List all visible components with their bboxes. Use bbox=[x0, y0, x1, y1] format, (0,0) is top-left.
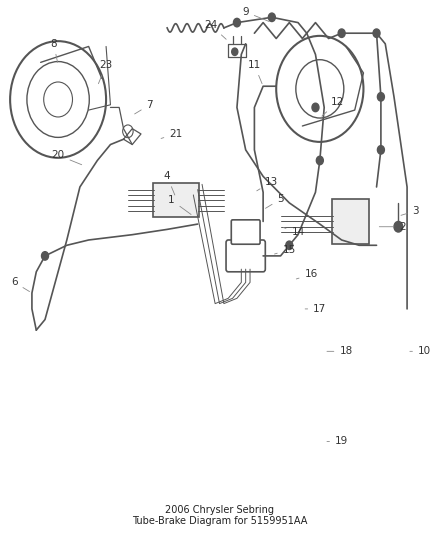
Text: 6: 6 bbox=[11, 277, 29, 292]
Text: 1: 1 bbox=[168, 195, 191, 214]
Circle shape bbox=[231, 48, 237, 55]
Circle shape bbox=[337, 29, 344, 37]
Circle shape bbox=[311, 103, 318, 112]
Text: 11: 11 bbox=[247, 60, 261, 84]
Circle shape bbox=[285, 241, 292, 249]
FancyBboxPatch shape bbox=[226, 240, 265, 272]
Text: 14: 14 bbox=[283, 227, 304, 237]
Text: 2006 Chrysler Sebring
Tube-Brake Diagram for 5159951AA: 2006 Chrysler Sebring Tube-Brake Diagram… bbox=[131, 505, 307, 526]
Text: 20: 20 bbox=[51, 150, 81, 165]
Text: 17: 17 bbox=[304, 304, 326, 314]
Text: 24: 24 bbox=[204, 20, 226, 39]
Circle shape bbox=[316, 156, 322, 165]
Text: 15: 15 bbox=[274, 245, 295, 255]
Circle shape bbox=[377, 93, 384, 101]
Text: 21: 21 bbox=[161, 129, 182, 139]
Circle shape bbox=[42, 252, 48, 260]
Circle shape bbox=[393, 221, 402, 232]
FancyBboxPatch shape bbox=[331, 199, 368, 244]
Text: 9: 9 bbox=[242, 7, 268, 21]
Text: 5: 5 bbox=[265, 194, 283, 208]
Text: 12: 12 bbox=[321, 97, 343, 116]
Text: 18: 18 bbox=[326, 346, 352, 357]
Circle shape bbox=[268, 13, 275, 21]
Text: 16: 16 bbox=[296, 270, 317, 279]
Text: 4: 4 bbox=[163, 172, 174, 195]
Circle shape bbox=[233, 18, 240, 27]
Text: 8: 8 bbox=[50, 39, 57, 62]
Text: 2: 2 bbox=[378, 222, 405, 232]
Text: 7: 7 bbox=[134, 100, 153, 114]
Circle shape bbox=[372, 29, 379, 37]
Text: 19: 19 bbox=[326, 437, 347, 447]
Text: 10: 10 bbox=[409, 346, 430, 357]
FancyBboxPatch shape bbox=[231, 220, 259, 244]
Circle shape bbox=[377, 146, 384, 154]
Text: 23: 23 bbox=[98, 60, 113, 84]
Text: 13: 13 bbox=[256, 176, 278, 191]
FancyBboxPatch shape bbox=[153, 183, 198, 217]
Text: 3: 3 bbox=[400, 206, 418, 216]
